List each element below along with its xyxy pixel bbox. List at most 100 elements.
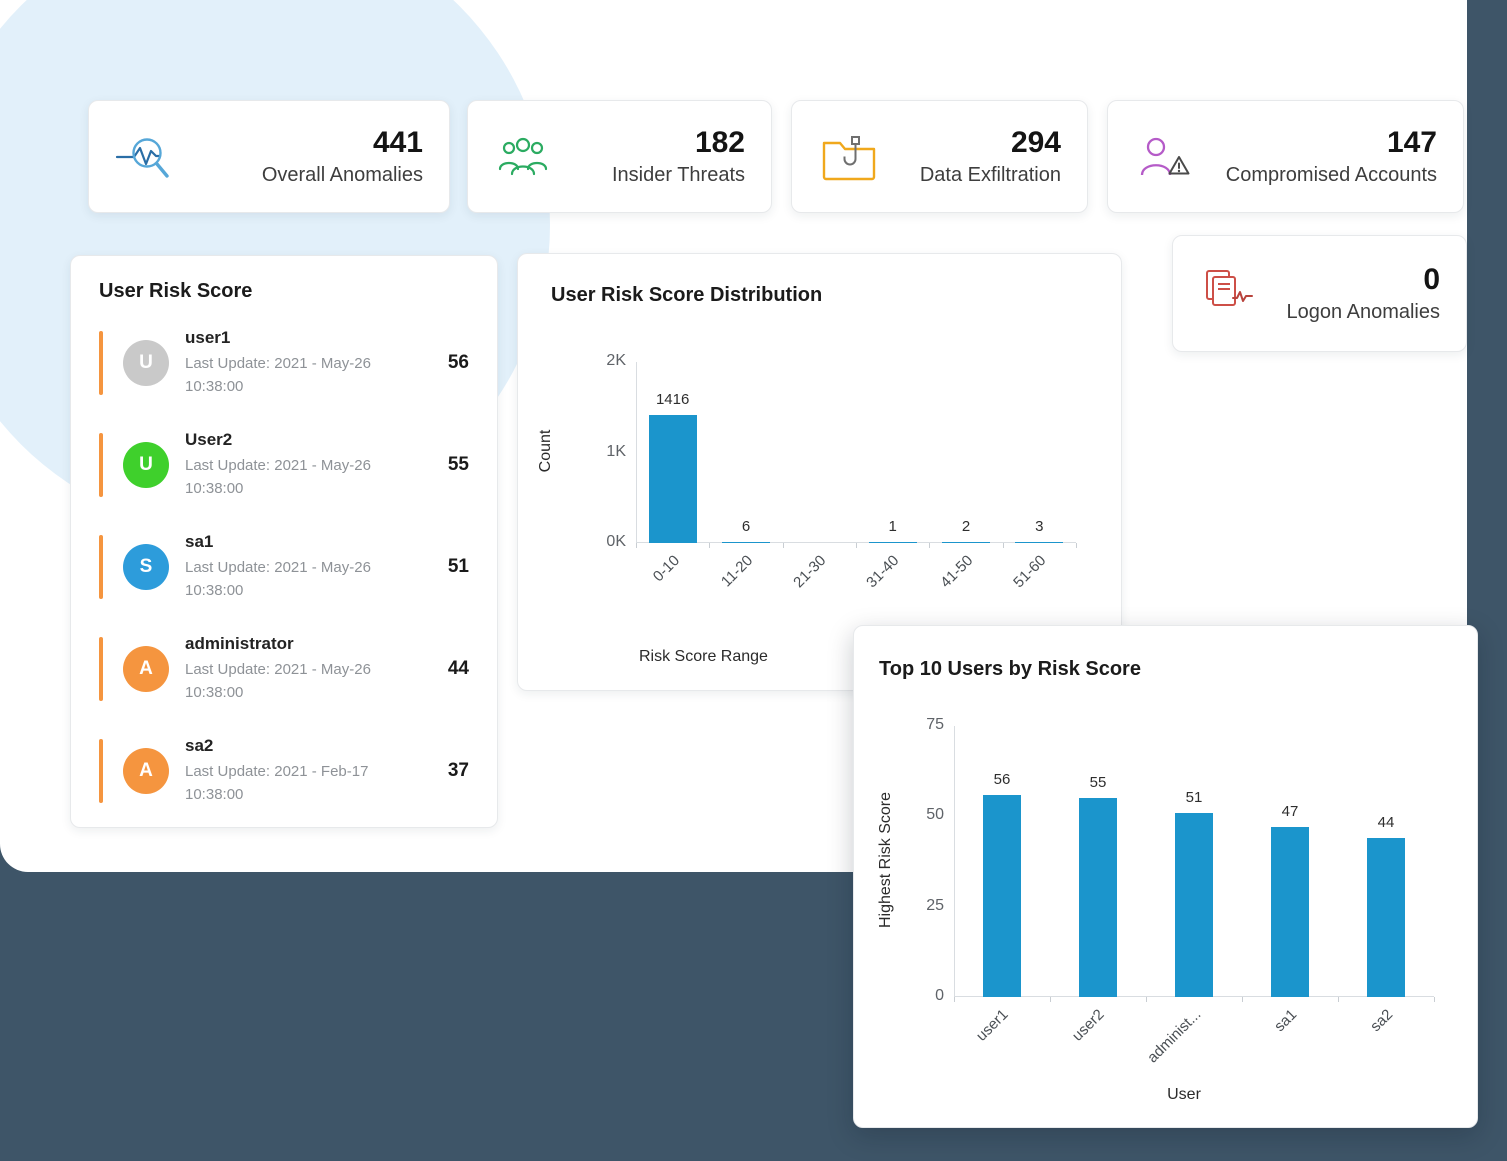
x-axis-tick-label: 31-40 (863, 552, 903, 592)
user-risk-score-value: 44 (447, 658, 469, 679)
folder-hook-icon (818, 129, 880, 185)
x-axis-tick-label: sa1 (1270, 1006, 1301, 1036)
x-axis-tickmark (1146, 997, 1147, 1002)
x-axis-tick-label: sa2 (1366, 1006, 1397, 1036)
stat-value: 147 (1386, 126, 1437, 160)
risk-distribution-chart: 0K 1K 2K 1416 0-10 6 11-20 21-30 1 31-40 2 41-50 3 51… (518, 254, 1121, 690)
y-axis-tick-label: 25 (926, 896, 944, 914)
user-name: user1 (185, 327, 231, 347)
y-axis-tick-label: 75 (926, 716, 944, 733)
bar-user2[interactable] (1079, 798, 1117, 997)
bar-value-label: 51 (1185, 788, 1203, 806)
x-axis-tick-label: 51-60 (1010, 552, 1050, 592)
x-axis-tick-label: user2 (1069, 1006, 1109, 1045)
bar-value-label: 2 (961, 517, 971, 535)
x-axis-tick-label: 11-20 (717, 552, 757, 591)
user-last-update: Last Update: 2021 - May-26 10:38:00 (185, 456, 371, 497)
x-axis-tickmark (856, 543, 857, 548)
bar-value-label: 47 (1281, 803, 1299, 821)
bar-value-label: 55 (1089, 774, 1107, 792)
stat-label: Compromised Accounts (1225, 163, 1437, 186)
user-name: sa2 (185, 735, 214, 755)
user-risk-score-value: 55 (447, 454, 469, 475)
user-last-update: Last Update: 2021 - May-26 10:38:00 (185, 354, 371, 395)
chart-title: Top 10 Users by Risk Score (879, 658, 1141, 680)
stat-card-insider-threats[interactable]: 182 Insider Threats (467, 100, 772, 213)
user-avatar: A (123, 748, 169, 794)
card-title: User Risk Score (99, 280, 253, 302)
user-risk-score-value: 51 (447, 556, 469, 577)
x-axis-tick-label: administ... (1143, 1006, 1205, 1067)
row-accent-bar (99, 739, 103, 803)
stat-value: 441 (372, 126, 423, 160)
top-users-card: Top 10 Users by Risk Score 0 25 50 75 56 user… (853, 625, 1478, 1128)
row-accent-bar (99, 637, 103, 701)
bar-value-label: 44 (1377, 814, 1395, 831)
x-axis-tickmark (1242, 997, 1243, 1002)
stat-card-compromised-accounts[interactable]: 147 Compromised Accounts (1107, 100, 1464, 213)
stat-label: Overall Anomalies (261, 163, 423, 186)
stat-value: 0 (1423, 263, 1440, 297)
risk-distribution-card: User Risk Score Distribution 0K 1K 2K 1416 0… (517, 253, 1122, 691)
stat-value: 294 (1010, 126, 1061, 160)
user-name: User2 (185, 429, 233, 449)
user-avatar: S (123, 544, 169, 590)
user-avatar: U (123, 442, 169, 488)
user-avatar: U (123, 340, 169, 386)
bar-sa2[interactable] (1367, 838, 1405, 997)
x-axis-tickmark (1338, 997, 1339, 1002)
y-axis-tick-label: 2K (606, 352, 626, 369)
plot-area (636, 362, 1076, 543)
bar-value-label: 3 (1035, 517, 1044, 535)
y-axis-title: Count (537, 429, 554, 473)
user-info: user1 Last Update: 2021 - May-26 10:38:00 (185, 328, 390, 399)
bar-sa1[interactable] (1271, 827, 1309, 997)
x-axis-tickmark (1076, 543, 1077, 548)
chart-title: User Risk Score Distribution (551, 284, 823, 306)
user-info: administrator Last Update: 2021 - May-26 … (185, 634, 390, 705)
user-warning-icon (1134, 129, 1194, 185)
user-avatar: A (123, 646, 169, 692)
documents-pulse-icon (1199, 265, 1257, 322)
bar-administ...[interactable] (1175, 812, 1213, 997)
insider-people-icon (494, 129, 552, 185)
stat-card-data-exfiltration[interactable]: 294 Data Exfiltration (791, 100, 1088, 213)
bar-0-10[interactable] (648, 414, 697, 543)
user-risk-score-value: 37 (447, 760, 469, 781)
bar-51-60[interactable] (1015, 541, 1064, 543)
bar-value-label: 6 (741, 517, 751, 535)
bar-31-40[interactable] (868, 541, 917, 543)
bar-user1[interactable] (983, 794, 1021, 997)
y-axis-tick-label: 0K (606, 533, 626, 550)
x-axis-tickmark (929, 543, 931, 548)
bar-value-label: 1416 (655, 390, 690, 408)
user-last-update: Last Update: 2021 - Feb-17 10:38:00 (185, 762, 369, 803)
x-axis-tick-label: user1 (973, 1006, 1013, 1045)
anomaly-search-icon (115, 129, 175, 185)
bar-11-20[interactable] (722, 541, 770, 543)
user-last-update: Last Update: 2021 - May-26 10:38:00 (185, 660, 371, 701)
bar-value-label: 1 (888, 517, 897, 535)
x-axis-tick-label: 21-30 (790, 552, 830, 592)
y-axis-tick-label: 1K (606, 442, 626, 460)
stat-card-logon-anomalies[interactable]: 0 Logon Anomalies (1172, 235, 1467, 352)
user-name: sa1 (185, 531, 214, 551)
stat-card-overall-anomalies[interactable]: 441 Overall Anomalies (88, 100, 450, 213)
x-axis-tickmark (1050, 997, 1051, 1002)
bar-value-label: 56 (993, 770, 1011, 788)
x-axis-tick-label: 41-50 (936, 552, 977, 592)
user-name: administrator (185, 633, 294, 653)
x-axis-title: Risk Score Range (639, 648, 768, 665)
user-risk-row[interactable]: U User2 Last Update: 2021 - May-26 10:38:0… (99, 425, 469, 505)
bar-41-50[interactable] (942, 541, 990, 543)
y-axis-tick-label: 50 (926, 806, 944, 824)
x-axis-tickmark (636, 543, 637, 548)
row-accent-bar (99, 433, 103, 497)
user-last-update: Last Update: 2021 - May-26 10:38:00 (185, 558, 371, 599)
